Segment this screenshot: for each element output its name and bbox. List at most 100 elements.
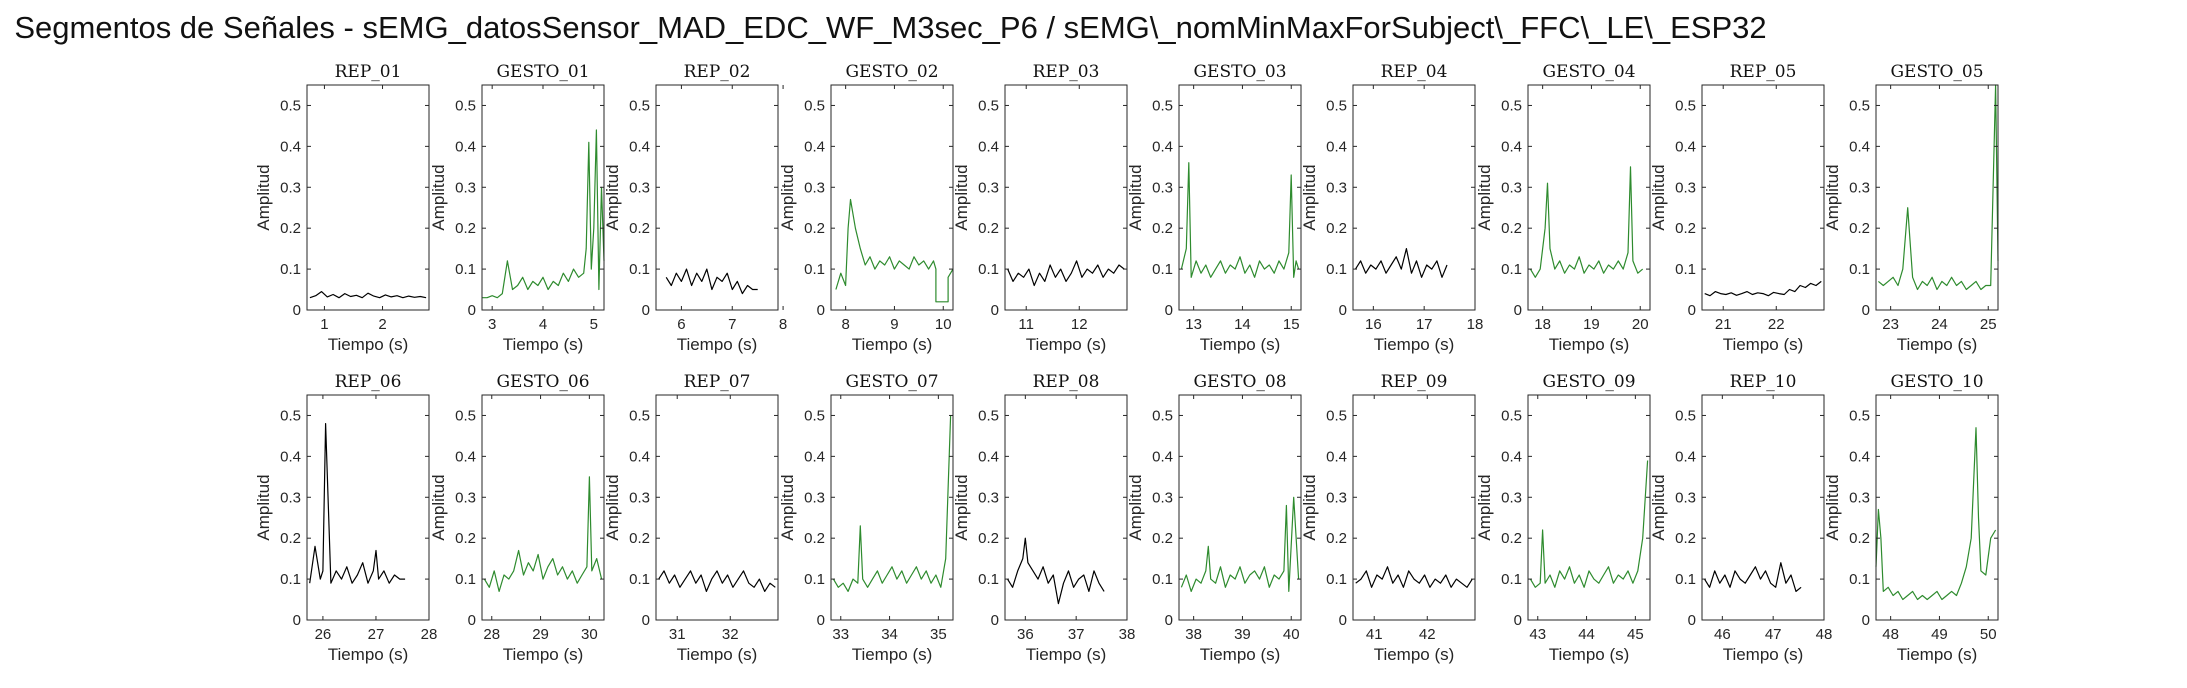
x-tick-label: 21 bbox=[1715, 316, 1732, 333]
x-tick-label: 28 bbox=[421, 626, 438, 643]
y-tick-label: 0.4 bbox=[1152, 448, 1173, 465]
x-tick-label: 44 bbox=[1578, 626, 1595, 643]
axes-box bbox=[1178, 394, 1302, 621]
x-axis-label: Tiempo (s) bbox=[1897, 335, 1978, 354]
subplot-gesto-04: 0 0.1 0.2 0.3 0.4 0.5 18 19 20 GESTO_04 Tiempo (s)… bbox=[1475, 62, 1651, 354]
y-axis-label: Amplitud bbox=[778, 474, 797, 540]
subplot-rep-08: 0 0.1 0.2 0.3 0.4 0.5 36 37 38 REP_08 Tiempo (s) Am… bbox=[952, 372, 1135, 664]
x-axis-label: Tiempo (s) bbox=[328, 645, 409, 664]
y-tick-label: 0.5 bbox=[1501, 407, 1522, 424]
subplot-title: GESTO_01 bbox=[496, 62, 589, 82]
signal-line bbox=[1875, 427, 1997, 601]
y-tick-label: 0.2 bbox=[1152, 530, 1173, 547]
signal-line bbox=[1007, 260, 1125, 287]
signal-line bbox=[658, 570, 776, 593]
signal-line bbox=[1354, 248, 1448, 278]
x-tick-label: 48 bbox=[1882, 626, 1899, 643]
x-tick-label: 7 bbox=[728, 316, 736, 333]
x-axis-label: Tiempo (s) bbox=[852, 645, 933, 664]
axes-box bbox=[1527, 394, 1651, 621]
y-tick-label: 0.3 bbox=[1675, 489, 1696, 506]
subplot-title: GESTO_05 bbox=[1890, 62, 1983, 82]
y-tick-label: 0.1 bbox=[455, 571, 476, 588]
y-axis-label: Amplitud bbox=[1300, 474, 1319, 540]
y-tick-label: 0 bbox=[642, 612, 650, 629]
y-axis-label: Amplitud bbox=[952, 164, 971, 230]
y-tick-label: 0.2 bbox=[280, 530, 301, 547]
y-axis-label: Amplitud bbox=[1475, 164, 1494, 230]
y-tick-label: 0 bbox=[1688, 612, 1696, 629]
y-tick-label: 0.3 bbox=[1152, 489, 1173, 506]
x-tick-label: 41 bbox=[1366, 626, 1383, 643]
x-tick-label: 38 bbox=[1119, 626, 1136, 643]
x-axis-label: Tiempo (s) bbox=[1200, 335, 1281, 354]
y-axis-label: Amplitud bbox=[603, 474, 622, 540]
y-tick-label: 0.3 bbox=[1849, 179, 1870, 196]
y-tick-label: 0.2 bbox=[804, 530, 825, 547]
x-tick-label: 35 bbox=[930, 626, 947, 643]
y-tick-label: 0 bbox=[293, 612, 301, 629]
x-tick-label: 46 bbox=[1714, 626, 1731, 643]
x-axis-label: Tiempo (s) bbox=[1026, 335, 1107, 354]
y-tick-label: 0.2 bbox=[455, 220, 476, 237]
subplot-title: REP_03 bbox=[1033, 62, 1100, 82]
x-tick-label: 5 bbox=[590, 316, 598, 333]
y-tick-label: 0.2 bbox=[978, 530, 999, 547]
y-tick-label: 0.1 bbox=[1326, 261, 1347, 278]
x-axis-label: Tiempo (s) bbox=[677, 335, 758, 354]
x-axis-label: Tiempo (s) bbox=[677, 645, 758, 664]
x-tick-label: 48 bbox=[1816, 626, 1833, 643]
subplot-gesto-08: 0 0.1 0.2 0.3 0.4 0.5 38 39 40 GESTO_08 Tiempo (s)… bbox=[1126, 372, 1302, 664]
y-tick-label: 0.4 bbox=[978, 138, 999, 155]
x-tick-label: 4 bbox=[539, 316, 547, 333]
y-tick-label: 0.2 bbox=[1501, 530, 1522, 547]
x-tick-label: 47 bbox=[1765, 626, 1782, 643]
y-tick-label: 0.1 bbox=[1849, 261, 1870, 278]
subplot-gesto-03: 0 0.1 0.2 0.3 0.4 0.5 13 14 15 GESTO_03 Tiempo (s)… bbox=[1126, 62, 1302, 354]
subplot-rep-05: 0 0.1 0.2 0.3 0.4 0.5 21 22 REP_05 Tiempo (s) Ampl… bbox=[1649, 62, 1825, 354]
y-axis-label: Amplitud bbox=[1300, 164, 1319, 230]
subplot-gesto-06: 0 0.1 0.2 0.3 0.4 0.5 28 29 30 GESTO_06 Tiempo (s)… bbox=[429, 372, 605, 664]
x-tick-label: 6 bbox=[677, 316, 685, 333]
axes-box bbox=[1875, 394, 1999, 621]
y-tick-label: 0.3 bbox=[280, 489, 301, 506]
subplot-gesto-10: 0 0.1 0.2 0.3 0.4 0.5 48 49 50 GESTO_10 Tiempo (s)… bbox=[1823, 372, 1999, 664]
y-tick-label: 0.4 bbox=[1849, 138, 1870, 155]
x-axis-label: Tiempo (s) bbox=[1026, 645, 1107, 664]
axes-box bbox=[306, 394, 430, 621]
subplot-rep-04: 0 0.1 0.2 0.3 0.4 0.5 16 17 18 REP_04 Tiempo (s) Am… bbox=[1300, 62, 1483, 354]
x-tick-label: 43 bbox=[1529, 626, 1546, 643]
y-tick-label: 0.5 bbox=[455, 97, 476, 114]
y-tick-label: 0.5 bbox=[1849, 97, 1870, 114]
axes-box bbox=[306, 84, 430, 311]
y-tick-label: 0.4 bbox=[1326, 448, 1347, 465]
y-tick-label: 0 bbox=[468, 302, 476, 319]
y-axis-label: Amplitud bbox=[1126, 164, 1145, 230]
x-tick-label: 34 bbox=[881, 626, 898, 643]
x-tick-label: 18 bbox=[1534, 316, 1551, 333]
y-tick-label: 0.2 bbox=[978, 220, 999, 237]
y-tick-label: 0 bbox=[817, 612, 825, 629]
x-tick-label: 20 bbox=[1632, 316, 1649, 333]
y-tick-label: 0.1 bbox=[804, 571, 825, 588]
subplot-title: GESTO_10 bbox=[1890, 372, 1983, 392]
axes-box bbox=[1178, 84, 1302, 311]
y-tick-label: 0.3 bbox=[1326, 489, 1347, 506]
y-tick-label: 0.5 bbox=[1326, 407, 1347, 424]
y-tick-label: 0.2 bbox=[280, 220, 301, 237]
y-tick-label: 0.3 bbox=[1675, 179, 1696, 196]
y-tick-label: 0.1 bbox=[978, 571, 999, 588]
y-axis-label: Amplitud bbox=[1649, 164, 1668, 230]
y-tick-label: 0.1 bbox=[1849, 571, 1870, 588]
y-tick-label: 0.4 bbox=[1849, 448, 1870, 465]
subplot-gesto-09: 0 0.1 0.2 0.3 0.4 0.5 43 44 45 GESTO_09 Tiempo (s)… bbox=[1475, 372, 1651, 664]
y-tick-label: 0 bbox=[1165, 302, 1173, 319]
subplot-title: REP_02 bbox=[684, 62, 751, 82]
x-axis-label: Tiempo (s) bbox=[1374, 335, 1455, 354]
signal-line bbox=[1704, 280, 1822, 297]
x-tick-label: 38 bbox=[1185, 626, 1202, 643]
y-tick-label: 0.2 bbox=[1326, 530, 1347, 547]
y-tick-label: 0.1 bbox=[978, 261, 999, 278]
axes-box bbox=[1701, 394, 1825, 621]
subplot-title: REP_07 bbox=[684, 372, 751, 392]
